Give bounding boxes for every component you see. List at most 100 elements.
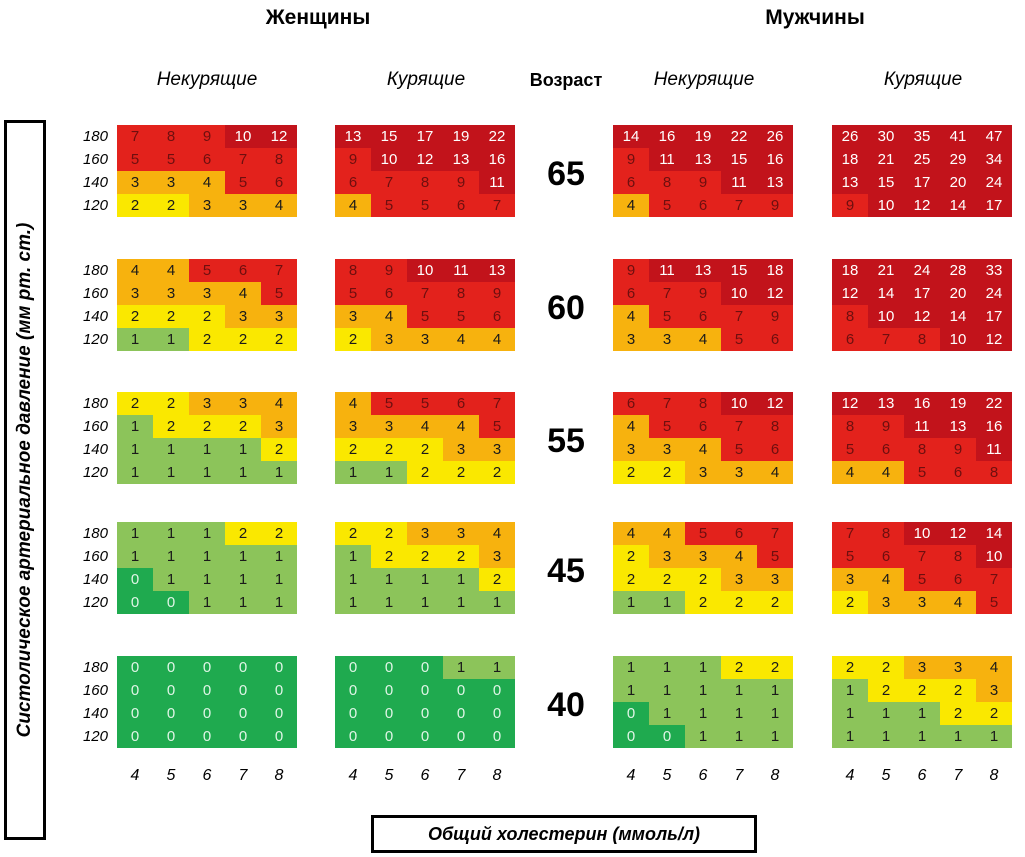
risk-cell: 3 — [153, 171, 189, 194]
risk-cell: 1 — [685, 679, 721, 702]
risk-cell: 3 — [225, 194, 261, 217]
risk-cell: 0 — [117, 725, 153, 748]
risk-cell: 4 — [940, 591, 976, 614]
risk-cell: 5 — [685, 522, 721, 545]
risk-cell: 3 — [407, 522, 443, 545]
risk-cell: 3 — [479, 438, 515, 461]
risk-cell: 12 — [940, 522, 976, 545]
risk-cell: 2 — [335, 522, 371, 545]
risk-cell: 2 — [832, 656, 868, 679]
risk-cell: 1 — [225, 568, 261, 591]
risk-cell: 13 — [868, 392, 904, 415]
risk-cell: 18 — [832, 148, 868, 171]
risk-cell: 2 — [685, 568, 721, 591]
risk-cell: 3 — [117, 282, 153, 305]
risk-cell: 1 — [407, 591, 443, 614]
risk-cell: 1 — [117, 415, 153, 438]
risk-cell: 17 — [407, 125, 443, 148]
cholesterol-label-8: 8 — [492, 767, 502, 784]
risk-cell: 22 — [721, 125, 757, 148]
risk-cell: 9 — [868, 415, 904, 438]
risk-cell: 25 — [904, 148, 940, 171]
risk-cell: 2 — [261, 328, 297, 351]
bp-label-160: 160 — [82, 285, 108, 302]
risk-cell: 0 — [371, 702, 407, 725]
risk-cell: 5 — [335, 282, 371, 305]
risk-cell: 0 — [189, 702, 225, 725]
risk-cell: 1 — [832, 679, 868, 702]
risk-cell: 0 — [225, 656, 261, 679]
risk-cell: 1 — [189, 438, 225, 461]
risk-cell: 12 — [976, 328, 1012, 351]
risk-cell: 7 — [225, 148, 261, 171]
risk-cell: 1 — [443, 656, 479, 679]
bp-label-120: 120 — [82, 728, 108, 745]
risk-cell: 1 — [832, 725, 868, 748]
risk-cell: 3 — [189, 194, 225, 217]
risk-cell: 2 — [940, 679, 976, 702]
cholesterol-label-7: 7 — [238, 767, 248, 784]
risk-cell: 0 — [479, 679, 515, 702]
risk-cell: 9 — [940, 438, 976, 461]
risk-cell: 2 — [407, 461, 443, 484]
bp-label-160: 160 — [82, 151, 108, 168]
risk-cell: 1 — [189, 461, 225, 484]
risk-cell: 0 — [153, 591, 189, 614]
risk-cell: 20 — [940, 282, 976, 305]
risk-cell: 1 — [721, 702, 757, 725]
risk-cell: 6 — [613, 392, 649, 415]
risk-cell: 15 — [868, 171, 904, 194]
risk-cell: 1 — [117, 438, 153, 461]
risk-cell: 0 — [479, 702, 515, 725]
risk-cell: 5 — [721, 438, 757, 461]
risk-cell: 17 — [904, 282, 940, 305]
risk-cell: 4 — [649, 522, 685, 545]
risk-cell: 13 — [685, 259, 721, 282]
risk-cell: 29 — [940, 148, 976, 171]
risk-cell: 3 — [685, 461, 721, 484]
risk-cell: 7 — [407, 282, 443, 305]
risk-cell: 1 — [721, 679, 757, 702]
risk-cell: 30 — [868, 125, 904, 148]
risk-cell: 5 — [153, 148, 189, 171]
risk-cell: 6 — [868, 545, 904, 568]
risk-cell: 1 — [153, 522, 189, 545]
risk-cell: 1 — [261, 568, 297, 591]
risk-cell: 8 — [832, 415, 868, 438]
risk-cell: 2 — [649, 461, 685, 484]
risk-cell: 14 — [940, 305, 976, 328]
risk-cell: 5 — [407, 392, 443, 415]
risk-cell: 3 — [443, 438, 479, 461]
risk-cell: 0 — [117, 679, 153, 702]
risk-cell: 5 — [649, 194, 685, 217]
risk-cell: 0 — [261, 656, 297, 679]
risk-cell: 3 — [261, 305, 297, 328]
risk-cell: 1 — [479, 591, 515, 614]
bp-label-180: 180 — [82, 395, 108, 412]
age-label-40: 40 — [547, 686, 585, 724]
risk-cell: 7 — [721, 305, 757, 328]
bp-label-140: 140 — [82, 705, 108, 722]
risk-cell: 1 — [940, 725, 976, 748]
risk-cell: 26 — [832, 125, 868, 148]
risk-cell: 6 — [443, 392, 479, 415]
risk-cell: 6 — [613, 282, 649, 305]
risk-cell: 0 — [407, 679, 443, 702]
risk-cell: 21 — [868, 259, 904, 282]
risk-cell: 1 — [261, 545, 297, 568]
risk-cell: 0 — [613, 702, 649, 725]
risk-cell: 2 — [940, 702, 976, 725]
risk-cell: 6 — [757, 438, 793, 461]
bp-label-120: 120 — [82, 464, 108, 481]
cholesterol-label-8: 8 — [770, 767, 780, 784]
risk-cell: 1 — [153, 545, 189, 568]
risk-cell: 2 — [443, 461, 479, 484]
risk-cell: 5 — [479, 415, 515, 438]
risk-cell: 2 — [685, 591, 721, 614]
risk-cell: 2 — [225, 522, 261, 545]
cholesterol-label-4: 4 — [348, 767, 358, 784]
risk-cell: 7 — [721, 194, 757, 217]
risk-cell: 1 — [685, 656, 721, 679]
risk-cell: 8 — [335, 259, 371, 282]
risk-cell: 1 — [225, 545, 261, 568]
